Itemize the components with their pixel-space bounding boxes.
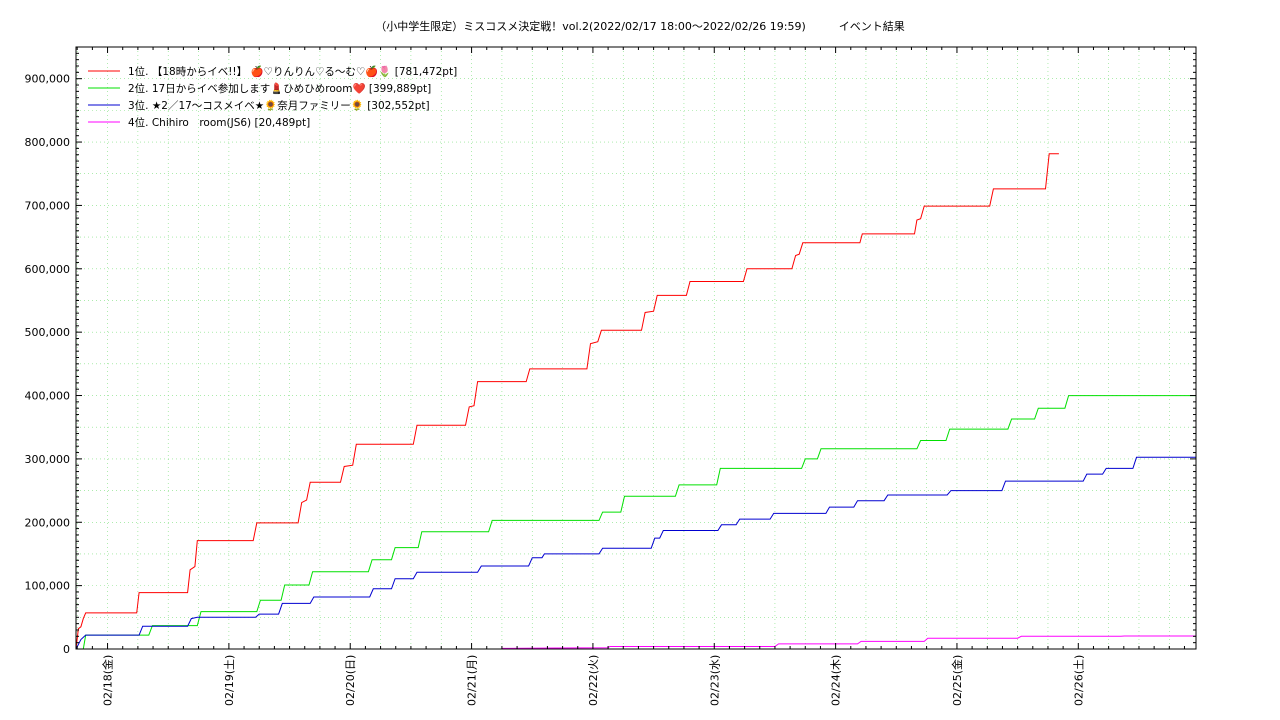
y-tick-label: 100,000: [25, 580, 71, 593]
y-tick-label: 800,000: [25, 136, 71, 149]
y-tick-label: 500,000: [25, 326, 71, 339]
x-tick-label: 02/23(水): [708, 655, 721, 706]
y-tick-label: 200,000: [25, 516, 71, 529]
y-tick-label: 400,000: [25, 390, 71, 403]
plot-lines: [75, 153, 1196, 650]
chart-title: （小中学生限定）ミスコスメ決定戦！vol.2(2022/02/17 18:00～…: [375, 20, 905, 33]
legend-label-3: 3位. ★2／17〜コスメイベ★🌻奈月ファミリー🌻 [302,552pt]: [128, 99, 430, 112]
series-line-1: [75, 153, 1059, 650]
x-tick-label: 02/21(月): [466, 655, 479, 706]
x-tick-label: 02/24(木): [830, 655, 843, 706]
axes: 0 100,000 200,000 300,000 400,000 500,000 600,…: [25, 46, 1197, 706]
y-tick-label: 600,000: [25, 263, 71, 276]
x-tick-label: 02/18(金): [101, 655, 115, 706]
y-tick-label: 300,000: [25, 453, 71, 466]
legend-label-1: 1位. 【18時からイベ!!】 🍎♡りんりん♡る〜む♡🍎🌷 [781,472pt…: [128, 65, 457, 78]
x-tick-label: 02/26(土): [1072, 655, 1085, 706]
x-tick-label: 02/25(金): [950, 655, 964, 706]
y-tick-label: 900,000: [25, 73, 71, 86]
grid: [76, 46, 1196, 650]
legend: 1位. 【18時からイベ!!】 🍎♡りんりん♡る〜む♡🍎🌷 [781,472pt…: [88, 65, 457, 129]
x-tick-label: 02/22(火): [587, 655, 600, 706]
legend-label-2: 2位. 17日からイベ参加します💄ひめひめroom❤️ [399,889pt]: [128, 82, 431, 95]
legend-label-4: 4位. Chihiro room(JS6) [20,489pt]: [128, 116, 310, 129]
series-line-4: [501, 635, 1196, 649]
series-line-3: [75, 456, 1196, 650]
y-tick-label: 700,000: [25, 199, 71, 212]
series-line-2: [82, 395, 1196, 650]
plot-frame: [75, 46, 1197, 650]
y-tick-label: 0: [63, 643, 70, 656]
x-tick-label: 02/20(日): [344, 655, 357, 706]
x-tick-label: 02/19(土): [223, 655, 236, 706]
